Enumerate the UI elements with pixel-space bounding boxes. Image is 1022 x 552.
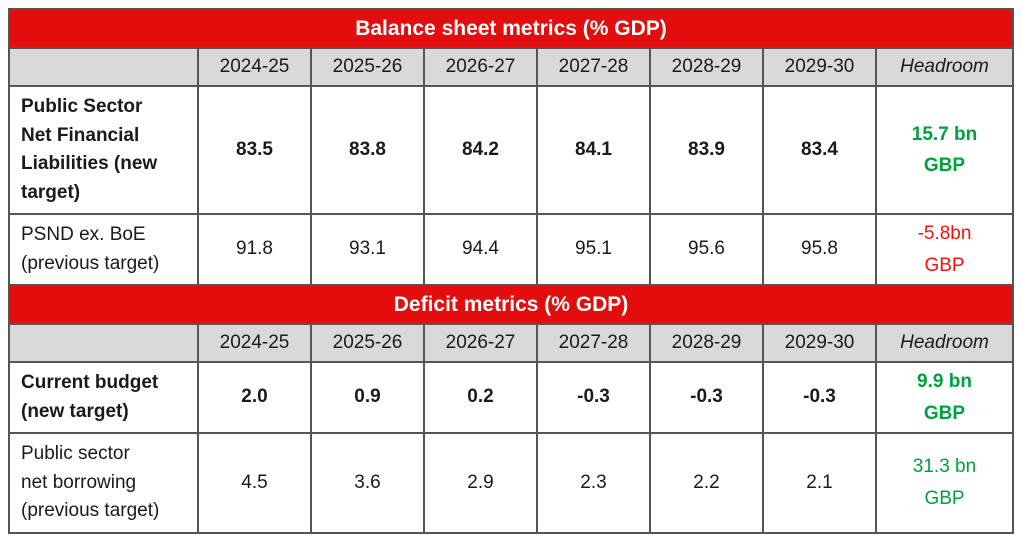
metric-value-cell: 2.9 (423, 432, 538, 534)
headroom-amount: 9.9 bn (917, 371, 972, 393)
row-label: Public Sector Net Financial Liabilities … (8, 85, 199, 215)
year-column-header: 2029-30 (762, 47, 877, 87)
row-label: PSND ex. BoE (previous target) (8, 213, 199, 286)
year-column-header: 2026-27 (423, 323, 538, 363)
year-column-header: 2024-25 (197, 47, 312, 87)
year-column-header: 2028-29 (649, 47, 764, 87)
metric-value-cell: 83.8 (310, 85, 425, 215)
metric-value-cell: 0.2 (423, 361, 538, 434)
metric-value-cell: 83.5 (197, 85, 312, 215)
metric-value-cell: 83.4 (762, 85, 877, 215)
metric-value-cell: 3.6 (310, 432, 425, 534)
metric-value-cell: 93.1 (310, 213, 425, 286)
headroom-column-header: Headroom (875, 47, 1014, 87)
metric-value-cell: 94.4 (423, 213, 538, 286)
metric-value-cell: 4.5 (197, 432, 312, 534)
empty-corner-cell (8, 47, 199, 87)
metric-value-cell: 84.2 (423, 85, 538, 215)
headroom-currency: GBP (923, 155, 966, 176)
year-column-header: 2027-28 (536, 47, 651, 87)
metric-value-cell: 91.8 (197, 213, 312, 286)
headroom-value-cell: 9.9 bn GBP (875, 361, 1014, 434)
row-label: Current budget (new target) (8, 361, 199, 434)
metric-value-cell: 84.1 (536, 85, 651, 215)
metric-value-cell: 2.3 (536, 432, 651, 534)
metric-value-cell: 95.6 (649, 213, 764, 286)
year-column-header: 2024-25 (197, 323, 312, 363)
table-row-net-borrowing: Public sector net borrowing (previous ta… (8, 432, 1014, 534)
table-row-psnd: PSND ex. BoE (previous target) 91.8 93.1… (8, 213, 1014, 286)
row-label: Public sector net borrowing (previous ta… (8, 432, 199, 534)
section-band-balance-sheet: Balance sheet metrics (% GDP) (8, 8, 1014, 49)
headroom-amount: 15.7 bn (911, 123, 978, 145)
year-column-header: 2025-26 (310, 323, 425, 363)
year-column-header: 2028-29 (649, 323, 764, 363)
headroom-amount: -5.8bn (917, 223, 972, 245)
headroom-currency: GBP (924, 487, 965, 509)
column-header-row-balance: 2024-25 2025-26 2026-27 2027-28 2028-29 … (8, 47, 1014, 87)
metric-value-cell: -0.3 (649, 361, 764, 434)
metric-value-cell: 95.1 (536, 213, 651, 286)
headroom-currency: GBP (924, 254, 965, 276)
year-column-header: 2026-27 (423, 47, 538, 87)
headroom-currency: GBP (923, 402, 966, 424)
metric-value-cell: 95.8 (762, 213, 877, 286)
headroom-value-cell: -5.8bn GBP (875, 213, 1014, 286)
table-row-current-budget: Current budget (new target) 2.0 0.9 0.2 … (8, 361, 1014, 434)
section-band-deficit: Deficit metrics (% GDP) (8, 284, 1014, 325)
section-title-deficit: Deficit metrics (% GDP) (8, 284, 1014, 325)
metric-value-cell: 0.9 (310, 361, 425, 434)
metric-value-cell: 83.9 (649, 85, 764, 215)
headroom-amount: 31.3 bn (912, 456, 977, 478)
metric-value-cell: 2.2 (649, 432, 764, 534)
headroom-column-header: Headroom (875, 323, 1014, 363)
metric-value-cell: -0.3 (762, 361, 877, 434)
column-header-row-deficit: 2024-25 2025-26 2026-27 2027-28 2028-29 … (8, 323, 1014, 363)
year-column-header: 2029-30 (762, 323, 877, 363)
year-column-header: 2025-26 (310, 47, 425, 87)
empty-corner-cell (8, 323, 199, 363)
headroom-value-cell: 15.7 bn GBP (875, 85, 1014, 215)
table-row-psnfl: Public Sector Net Financial Liabilities … (8, 85, 1014, 215)
section-title-balance-sheet: Balance sheet metrics (% GDP) (8, 8, 1014, 49)
fiscal-metrics-table: Balance sheet metrics (% GDP) 2024-25 20… (8, 8, 1014, 534)
headroom-value-cell: 31.3 bn GBP (875, 432, 1014, 534)
metric-value-cell: 2.0 (197, 361, 312, 434)
metric-value-cell: -0.3 (536, 361, 651, 434)
year-column-header: 2027-28 (536, 323, 651, 363)
metric-value-cell: 2.1 (762, 432, 877, 534)
